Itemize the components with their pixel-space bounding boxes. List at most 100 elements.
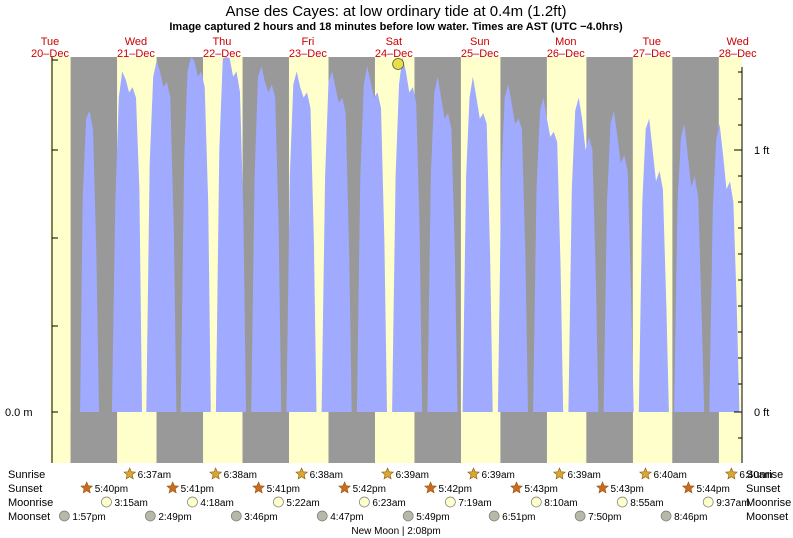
sunset-time-label: 5:43pm	[525, 484, 558, 495]
moonset-time-label: 5:49pm	[416, 512, 449, 523]
sunrise-star-icon	[123, 467, 137, 480]
moonrise-moon-disc-icon	[273, 496, 284, 508]
sunset-star-icon	[681, 481, 695, 494]
day-labels: Tue20–DecWed21–DecThu22–DecFri23–DecSat2…	[31, 36, 757, 60]
sunrise-star-icon	[639, 467, 652, 480]
sunset-time-label: 5:44pm	[696, 484, 729, 495]
moonset-time-label: 2:49pm	[158, 512, 191, 523]
sunset-star-icon	[510, 481, 523, 494]
sunrise-time-label: 6:39am	[396, 470, 429, 481]
moonrise-moon-disc-icon	[444, 496, 456, 508]
moonrise-moon-disc-icon	[187, 496, 198, 508]
sunset-star-icon	[338, 481, 352, 494]
moonset-moon-disc-icon	[230, 510, 242, 522]
night-band-lower	[500, 412, 547, 463]
sunrise-time-label: 6:39am	[482, 470, 515, 481]
moonset-time-label: 6:51pm	[502, 512, 535, 523]
tide-cycle-area	[638, 118, 669, 412]
moonrise-moon-disc-icon	[359, 496, 370, 508]
sunrise-time-label: 6:38am	[310, 470, 343, 481]
tide-cycle-area	[462, 76, 493, 412]
sunset-star-icon	[166, 481, 180, 494]
row-label-sunrise-right: Sunrise	[746, 469, 783, 481]
sunset-star-icon	[252, 481, 266, 494]
axes: 0.0 m 0 ft 1 ft	[5, 57, 769, 463]
night-band-lower	[70, 412, 118, 463]
night-band-lower	[586, 412, 633, 463]
day-label-dow: Tue	[642, 36, 661, 48]
tide-cycle-area	[215, 57, 246, 412]
current-tide-marker	[392, 58, 405, 70]
sunset-time-label: 5:40pm	[95, 484, 128, 495]
moonset-time-label: 1:57pm	[72, 512, 105, 523]
night-band-lower	[672, 412, 719, 463]
moonset-time-label: 8:46pm	[674, 512, 707, 523]
left-axis-zero-label: 0.0 m	[5, 407, 33, 419]
tide-cycle-area	[533, 97, 564, 412]
moonrise-moon-disc-icon	[702, 496, 714, 508]
tide-cycle-area	[392, 57, 423, 412]
row-label-sunset-right: Sunset	[746, 483, 780, 495]
sunset-time-label: 5:41pm	[267, 484, 300, 495]
tide-cycle-area	[709, 123, 740, 413]
tide-cycle-area	[180, 57, 211, 412]
sunrise-star-icon	[467, 467, 480, 480]
right-axis-label: 1 ft	[754, 145, 769, 157]
sun-moon-rows: Sunrise Sunset Moonrise Moonset Sunrise …	[8, 467, 791, 537]
tide-cycle-area	[146, 60, 177, 413]
night-band-lower	[328, 412, 375, 463]
day-label-dow: Fri	[301, 36, 314, 48]
day-label-dow: Sun	[470, 36, 490, 48]
moonset-moon-disc-icon	[316, 510, 328, 522]
moonrise-moon-disc-icon	[616, 496, 628, 508]
row-label-sunset-left: Sunset	[8, 483, 42, 495]
moonset-moon-disc-icon	[144, 510, 156, 522]
moonrise-time-label: 4:18am	[200, 498, 233, 509]
sunrise-time-label: 6:40am	[739, 470, 772, 481]
night-band-lower	[242, 412, 289, 463]
sunrise-star-icon	[209, 467, 223, 480]
moonrise-time-label: 6:23am	[372, 498, 405, 509]
moonrise-time-label: 8:10am	[544, 498, 577, 509]
day-label-dow: Tue	[41, 36, 60, 48]
sunrise-star-icon	[381, 467, 395, 480]
moonset-moon-disc-icon	[574, 510, 586, 522]
moonset-time-label: 3:46pm	[244, 512, 277, 523]
tide-cycle-area	[497, 84, 528, 412]
chart-title: Anse des Cayes: at low ordinary tide at …	[226, 3, 567, 20]
tide-cycle-area	[321, 71, 352, 413]
row-label-sunrise-left: Sunrise	[8, 469, 45, 481]
row-label-moonrise-right: Moonrise	[746, 497, 791, 509]
moonset-moon-disc-icon	[660, 510, 672, 522]
sunrise-time-label: 6:39am	[567, 470, 600, 481]
moonset-time-label: 7:50pm	[588, 512, 621, 523]
sunset-time-label: 5:42pm	[439, 484, 472, 495]
day-label-dow: Wed	[125, 36, 147, 48]
moonrise-moon-disc-icon	[530, 496, 542, 508]
moonset-moon-disc-icon	[488, 510, 500, 522]
day-label-dow: Mon	[555, 36, 576, 48]
row-label-moonrise-left: Moonrise	[8, 497, 53, 509]
row-label-moonset-right: Moonset	[746, 511, 788, 523]
sunrise-time-label: 6:40am	[653, 470, 686, 481]
tide-cycle-area	[674, 123, 705, 413]
tide-cycle-area	[111, 71, 142, 413]
moonset-time-label: 4:47pm	[330, 512, 363, 523]
sunrise-star-icon	[295, 467, 309, 480]
day-label-dow: Wed	[726, 36, 748, 48]
moonset-moon-disc-icon	[402, 510, 414, 522]
moonrise-time-label: 9:37am	[716, 498, 749, 509]
sunset-star-icon	[596, 481, 609, 494]
water-area	[70, 57, 740, 463]
tide-cycle-area	[286, 71, 317, 413]
tide-position-marker-icon	[392, 58, 405, 70]
sunset-star-icon	[424, 481, 438, 494]
sunset-time-label: 5:41pm	[181, 484, 214, 495]
moonrise-time-label: 5:22am	[286, 498, 319, 509]
sunrise-time-label: 6:37am	[138, 470, 171, 481]
chart-subtitle: Image captured 2 hours and 18 minutes be…	[169, 21, 623, 33]
sunrise-star-icon	[553, 467, 566, 480]
day-label-dow: Sat	[386, 36, 403, 48]
sunrise-time-label: 6:38am	[224, 470, 257, 481]
